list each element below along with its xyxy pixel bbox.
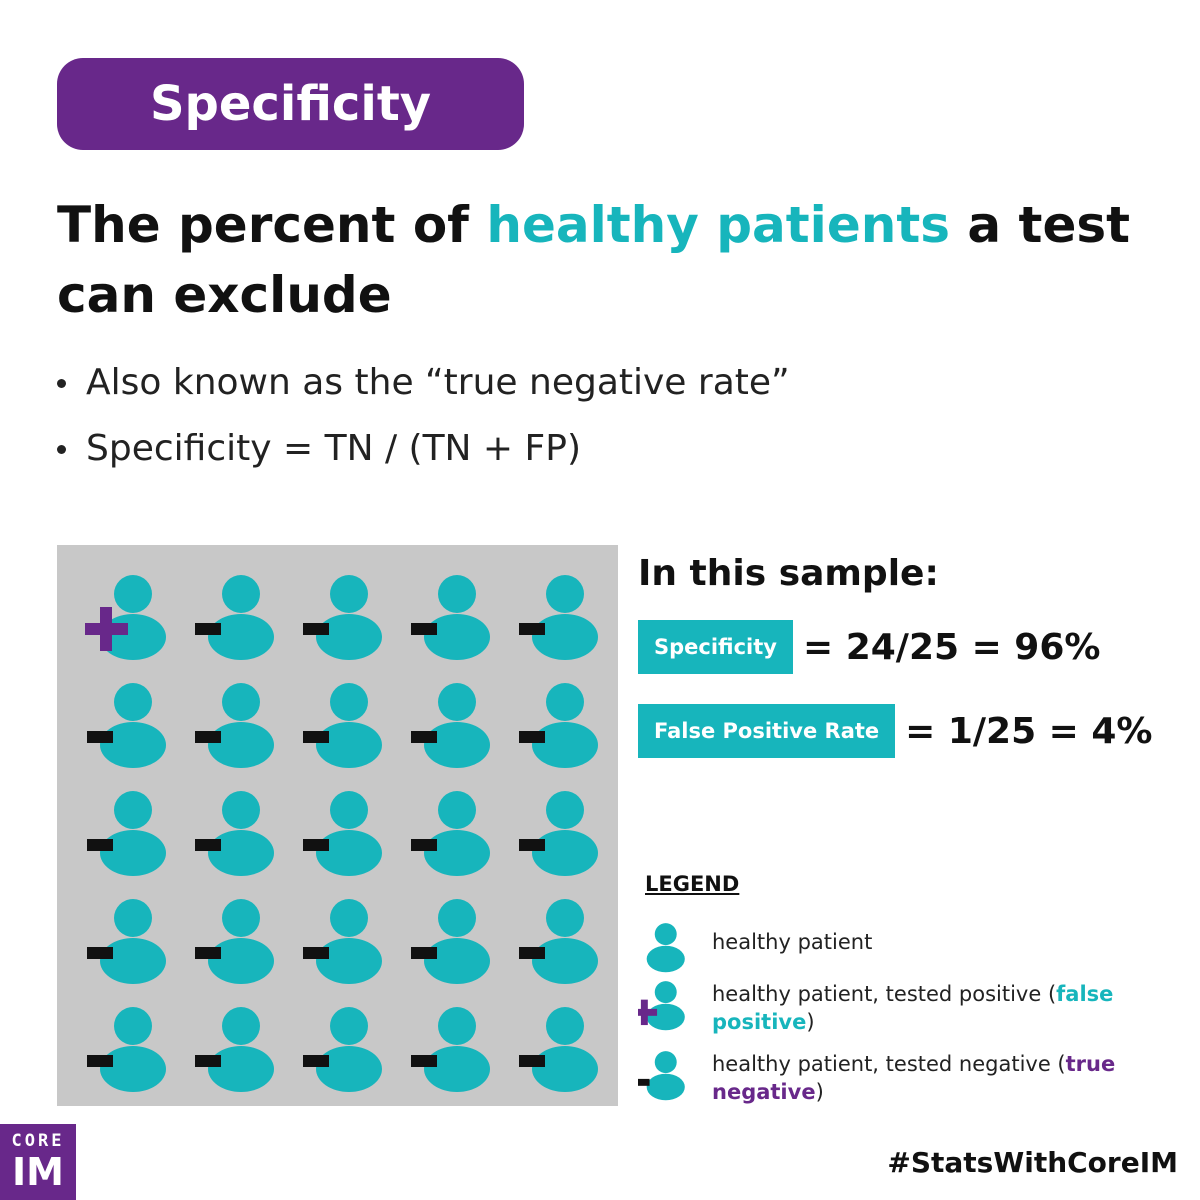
true-negative-patient-icon — [409, 681, 499, 771]
bullet-text: Specificity = TN / (TN + FP) — [86, 428, 581, 469]
true-negative-patient-icon — [301, 681, 391, 771]
bullet-dot-icon — [57, 378, 66, 388]
false-positive-rate-row: False Positive Rate = 1/25 = 4% — [638, 704, 1153, 758]
true-negative-patient-icon — [517, 789, 607, 879]
legend-item-true-negative: healthy patient, tested negative (true n… — [638, 1050, 1132, 1106]
legend-item-false-positive: healthy patient, tested positive (false … — [638, 980, 1132, 1036]
headline: The percent of healthy patients a test c… — [57, 190, 1157, 330]
true-negative-patient-icon — [301, 789, 391, 879]
false-positive-patient-icon — [85, 573, 175, 663]
true-negative-patient-icon — [517, 897, 607, 987]
legend-text-before: healthy patient, tested negative ( — [712, 1052, 1066, 1076]
bullet-item: Specificity = TN / (TN + FP) — [57, 416, 1157, 482]
hashtag: #StatsWithCoreIM — [887, 1146, 1178, 1179]
healthy-patient-icon — [638, 922, 690, 974]
legend-text: healthy patient — [712, 930, 873, 954]
legend-text-after: ) — [806, 1010, 815, 1034]
true-negative-patient-icon — [409, 789, 499, 879]
legend-text: healthy patient, tested negative (true n… — [712, 1050, 1132, 1106]
specificity-badge: Specificity — [638, 620, 793, 674]
legend-highlight-true-negative: true negative — [712, 1052, 1116, 1104]
true-negative-patient-icon — [638, 1050, 690, 1102]
specificity-value: = 24/25 = 96% — [803, 626, 1101, 668]
headline-before: The percent of — [57, 196, 487, 254]
specificity-row: Specificity = 24/25 = 96% — [638, 620, 1100, 674]
core-im-logo: CORE IM — [0, 1124, 76, 1200]
headline-accent: healthy patients — [486, 196, 950, 254]
true-negative-patient-icon — [517, 1005, 607, 1095]
logo-line-1: CORE — [11, 1131, 65, 1151]
true-negative-patient-icon — [85, 789, 175, 879]
true-negative-patient-icon — [301, 897, 391, 987]
true-negative-patient-icon — [85, 681, 175, 771]
false-positive-rate-value: = 1/25 = 4% — [905, 710, 1153, 752]
headline-after: a test can exclude — [57, 196, 1131, 324]
true-negative-patient-icon — [193, 573, 283, 663]
false-positive-rate-badge: False Positive Rate — [638, 704, 896, 758]
true-negative-patient-icon — [193, 1005, 283, 1095]
legend-item-healthy: healthy patient — [638, 922, 1132, 974]
bullet-list: Also known as the “true negative rate” S… — [57, 350, 1157, 482]
true-negative-patient-icon — [409, 897, 499, 987]
title-banner: Specificity — [57, 58, 524, 150]
legend-text-before: healthy patient, tested positive ( — [712, 982, 1057, 1006]
legend-highlight-false-positive: false positive — [712, 982, 1114, 1034]
true-negative-patient-icon — [193, 681, 283, 771]
bullet-text: Also known as the “true negative rate” — [86, 362, 790, 403]
true-negative-patient-icon — [409, 573, 499, 663]
true-negative-patient-icon — [409, 1005, 499, 1095]
true-negative-patient-icon — [193, 897, 283, 987]
true-negative-patient-icon — [301, 573, 391, 663]
legend-text: healthy patient, tested positive (false … — [712, 980, 1132, 1036]
patient-grid — [57, 545, 618, 1106]
true-negative-patient-icon — [85, 1005, 175, 1095]
true-negative-patient-icon — [517, 573, 607, 663]
true-negative-patient-icon — [193, 789, 283, 879]
true-negative-patient-icon — [517, 681, 607, 771]
bullet-item: Also known as the “true negative rate” — [57, 350, 1157, 416]
true-negative-patient-icon — [301, 1005, 391, 1095]
false-positive-patient-icon — [638, 980, 690, 1032]
page-title: Specificity — [149, 76, 432, 132]
legend-title: LEGEND — [645, 872, 740, 896]
bullet-dot-icon — [57, 444, 66, 454]
sample-title: In this sample: — [638, 553, 939, 594]
logo-line-2: IM — [12, 1150, 64, 1194]
true-negative-patient-icon — [85, 897, 175, 987]
legend-text-after: ) — [815, 1080, 824, 1104]
